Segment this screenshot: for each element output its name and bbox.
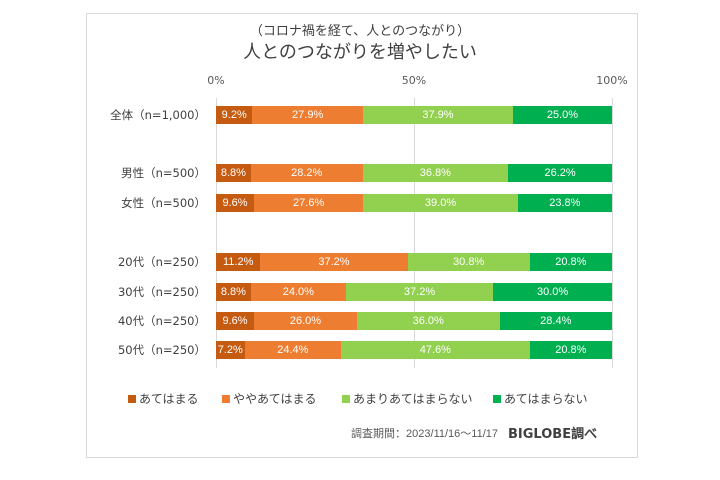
gridline xyxy=(414,98,415,368)
bar-segment: 20.8% xyxy=(529,341,612,359)
bar-segment: 30.0% xyxy=(493,283,612,301)
category-label: 女性（n=500） xyxy=(121,196,206,210)
bar-segment: 20.8% xyxy=(529,253,612,271)
bar-segment: 9.2% xyxy=(216,106,253,124)
legend-item: あてはまらない xyxy=(493,390,588,407)
bar-segment: 9.6% xyxy=(216,194,255,212)
legend-label: あてはまる xyxy=(139,392,199,406)
bar-segment: 9.6% xyxy=(216,312,255,330)
bar-segment: 47.6% xyxy=(341,341,530,359)
legend-item: あまりあてはまらない xyxy=(342,390,473,407)
bar-segment: 39.0% xyxy=(363,194,518,212)
bar-segment: 7.2% xyxy=(216,341,245,359)
legend-swatch xyxy=(342,394,350,403)
legend-swatch xyxy=(128,394,136,403)
legend-label: あまりあてはまらない xyxy=(353,392,473,406)
tick-label: 0% xyxy=(207,74,225,87)
bar-segment: 36.0% xyxy=(356,312,500,330)
legend-item: あてはまる xyxy=(128,390,199,407)
bar-segment: 36.8% xyxy=(362,164,509,182)
gridline xyxy=(612,98,613,368)
legend-swatch xyxy=(493,394,501,403)
brand-credit: BIGLOBE調べ xyxy=(508,427,598,442)
tick-label: 100% xyxy=(596,74,628,87)
chart-card xyxy=(86,13,638,458)
tick-label: 50% xyxy=(401,74,427,87)
gridline xyxy=(216,98,217,368)
legend-label: ややあてはまる xyxy=(233,392,317,406)
category-label: 男性（n=500） xyxy=(121,166,206,180)
bar-segment: 27.9% xyxy=(252,106,363,124)
bar-segment: 24.4% xyxy=(244,341,342,359)
bar-segment: 23.8% xyxy=(517,194,612,212)
bar-segment: 26.2% xyxy=(508,164,612,182)
chart-subtitle: （コロナ禍を経て、人とのつながり） xyxy=(249,24,471,39)
bar-segment: 8.8% xyxy=(216,283,251,301)
survey-period: 調査期間：2023/11/16～11/17 xyxy=(351,428,498,440)
bar-segment: 37.9% xyxy=(362,106,513,124)
bar-segment: 28.4% xyxy=(499,312,612,330)
bar-segment: 30.8% xyxy=(407,253,530,271)
bar-segment: 24.0% xyxy=(250,283,346,301)
chart-title: 人とのつながりを増やしたい xyxy=(243,42,477,63)
category-label: 全体（n=1,000） xyxy=(110,108,206,122)
bar-segment: 37.2% xyxy=(345,283,494,301)
bar-segment: 26.0% xyxy=(254,312,357,330)
category-label: 20代（n=250） xyxy=(117,255,206,269)
category-label: 30代（n=250） xyxy=(117,285,206,299)
legend-label: あてはまらない xyxy=(504,392,588,406)
bar-segment: 27.6% xyxy=(254,194,364,212)
bar-segment: 8.8% xyxy=(216,164,251,182)
legend-swatch xyxy=(222,394,230,403)
category-label: 40代（n=250） xyxy=(117,314,206,328)
category-label: 50代（n=250） xyxy=(117,343,206,357)
bar-segment: 11.2% xyxy=(216,253,261,271)
bar-segment: 25.0% xyxy=(513,106,612,124)
bar-segment: 28.2% xyxy=(250,164,363,182)
bar-segment: 37.2% xyxy=(260,253,408,271)
legend-item: ややあてはまる xyxy=(222,390,317,407)
